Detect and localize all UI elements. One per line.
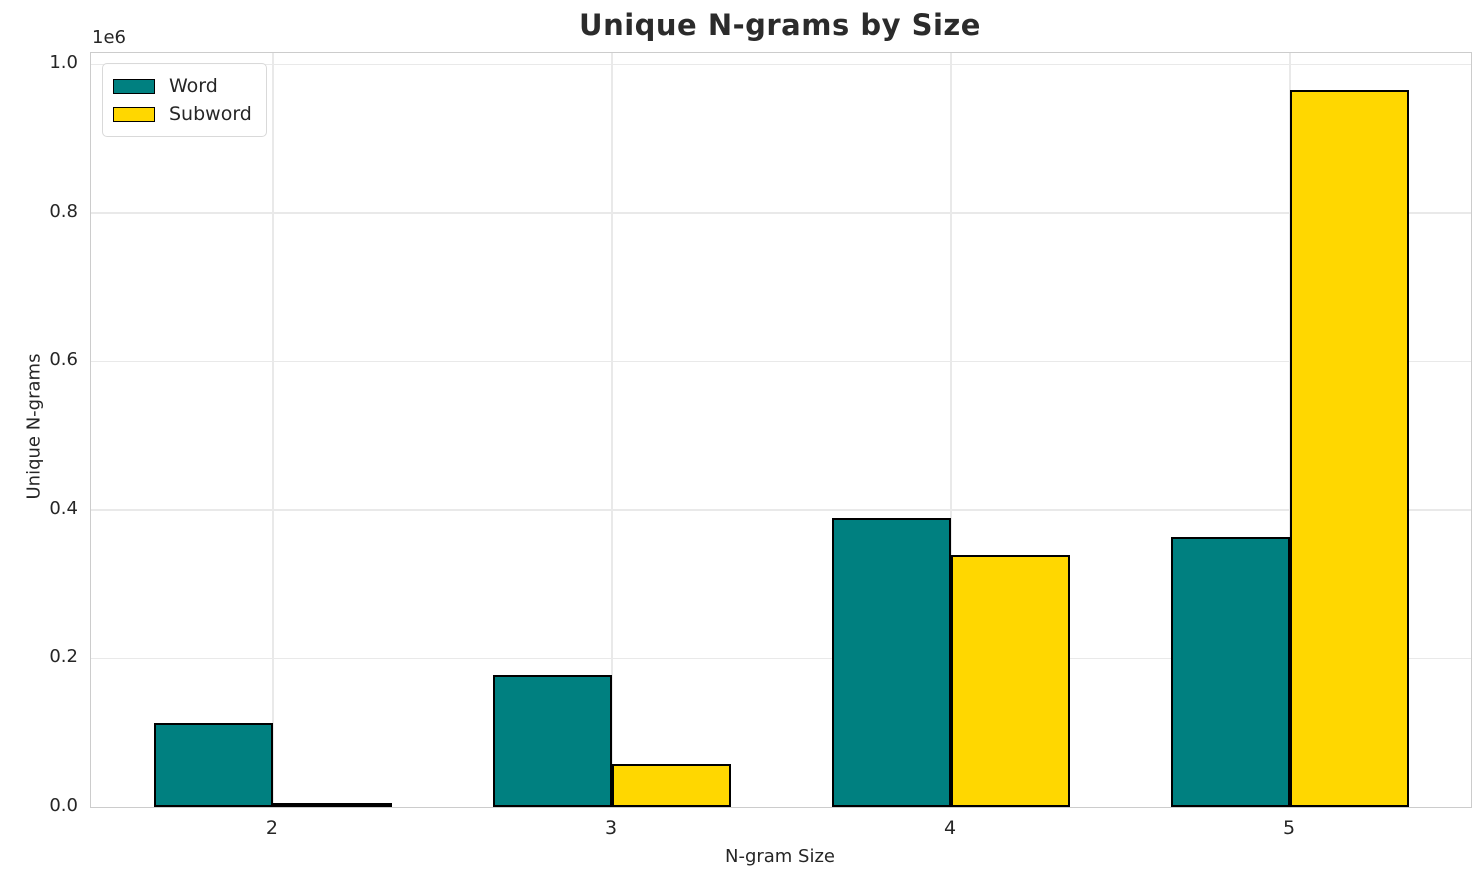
y-gridline xyxy=(91,63,1471,66)
plot-area xyxy=(90,52,1472,808)
bar-subword-2 xyxy=(272,802,392,807)
y-tick-label: 0.4 xyxy=(49,497,78,519)
y-tick-label: 0.8 xyxy=(49,200,78,222)
x-tick-label: 2 xyxy=(265,817,279,839)
y-tick-label: 1.0 xyxy=(49,52,78,74)
y-tick-label: 0.2 xyxy=(49,646,78,668)
x-tick-label: 4 xyxy=(943,817,957,839)
bar-word-4 xyxy=(832,518,951,807)
x-tick-label: 3 xyxy=(604,817,618,839)
legend-item-word: Word xyxy=(113,72,252,100)
y-axis-label: Unique N-grams xyxy=(23,353,45,500)
subword-color-swatch-icon xyxy=(113,106,155,122)
legend-item-subword: Subword xyxy=(113,100,252,128)
legend-label-subword: Subword xyxy=(169,103,252,125)
x-gridline xyxy=(950,53,952,807)
x-gridline xyxy=(611,53,613,807)
word-color-swatch-icon xyxy=(113,78,155,94)
legend-label-word: Word xyxy=(169,75,218,97)
chart-title: Unique N-grams by Size xyxy=(579,8,981,42)
y-gridline xyxy=(91,657,1471,660)
x-gridline xyxy=(272,53,274,807)
y-tick-label: 0.0 xyxy=(49,795,78,816)
x-axis-label: N-gram Size xyxy=(724,846,836,867)
y-tick-label: 0.6 xyxy=(49,349,78,371)
bar-subword-4 xyxy=(950,554,1070,807)
y-gridline xyxy=(91,360,1471,363)
x-tick-label: 5 xyxy=(1282,817,1296,839)
y-gridline xyxy=(91,212,1471,214)
bar-word-2 xyxy=(154,723,273,807)
bar-subword-5 xyxy=(1290,89,1409,807)
y-axis-offset-text: 1e6 xyxy=(92,27,126,48)
bar-subword-3 xyxy=(611,763,731,807)
legend: Word Subword xyxy=(102,63,267,137)
bar-word-3 xyxy=(493,674,612,807)
y-gridline xyxy=(91,509,1471,511)
bar-word-5 xyxy=(1171,537,1290,807)
